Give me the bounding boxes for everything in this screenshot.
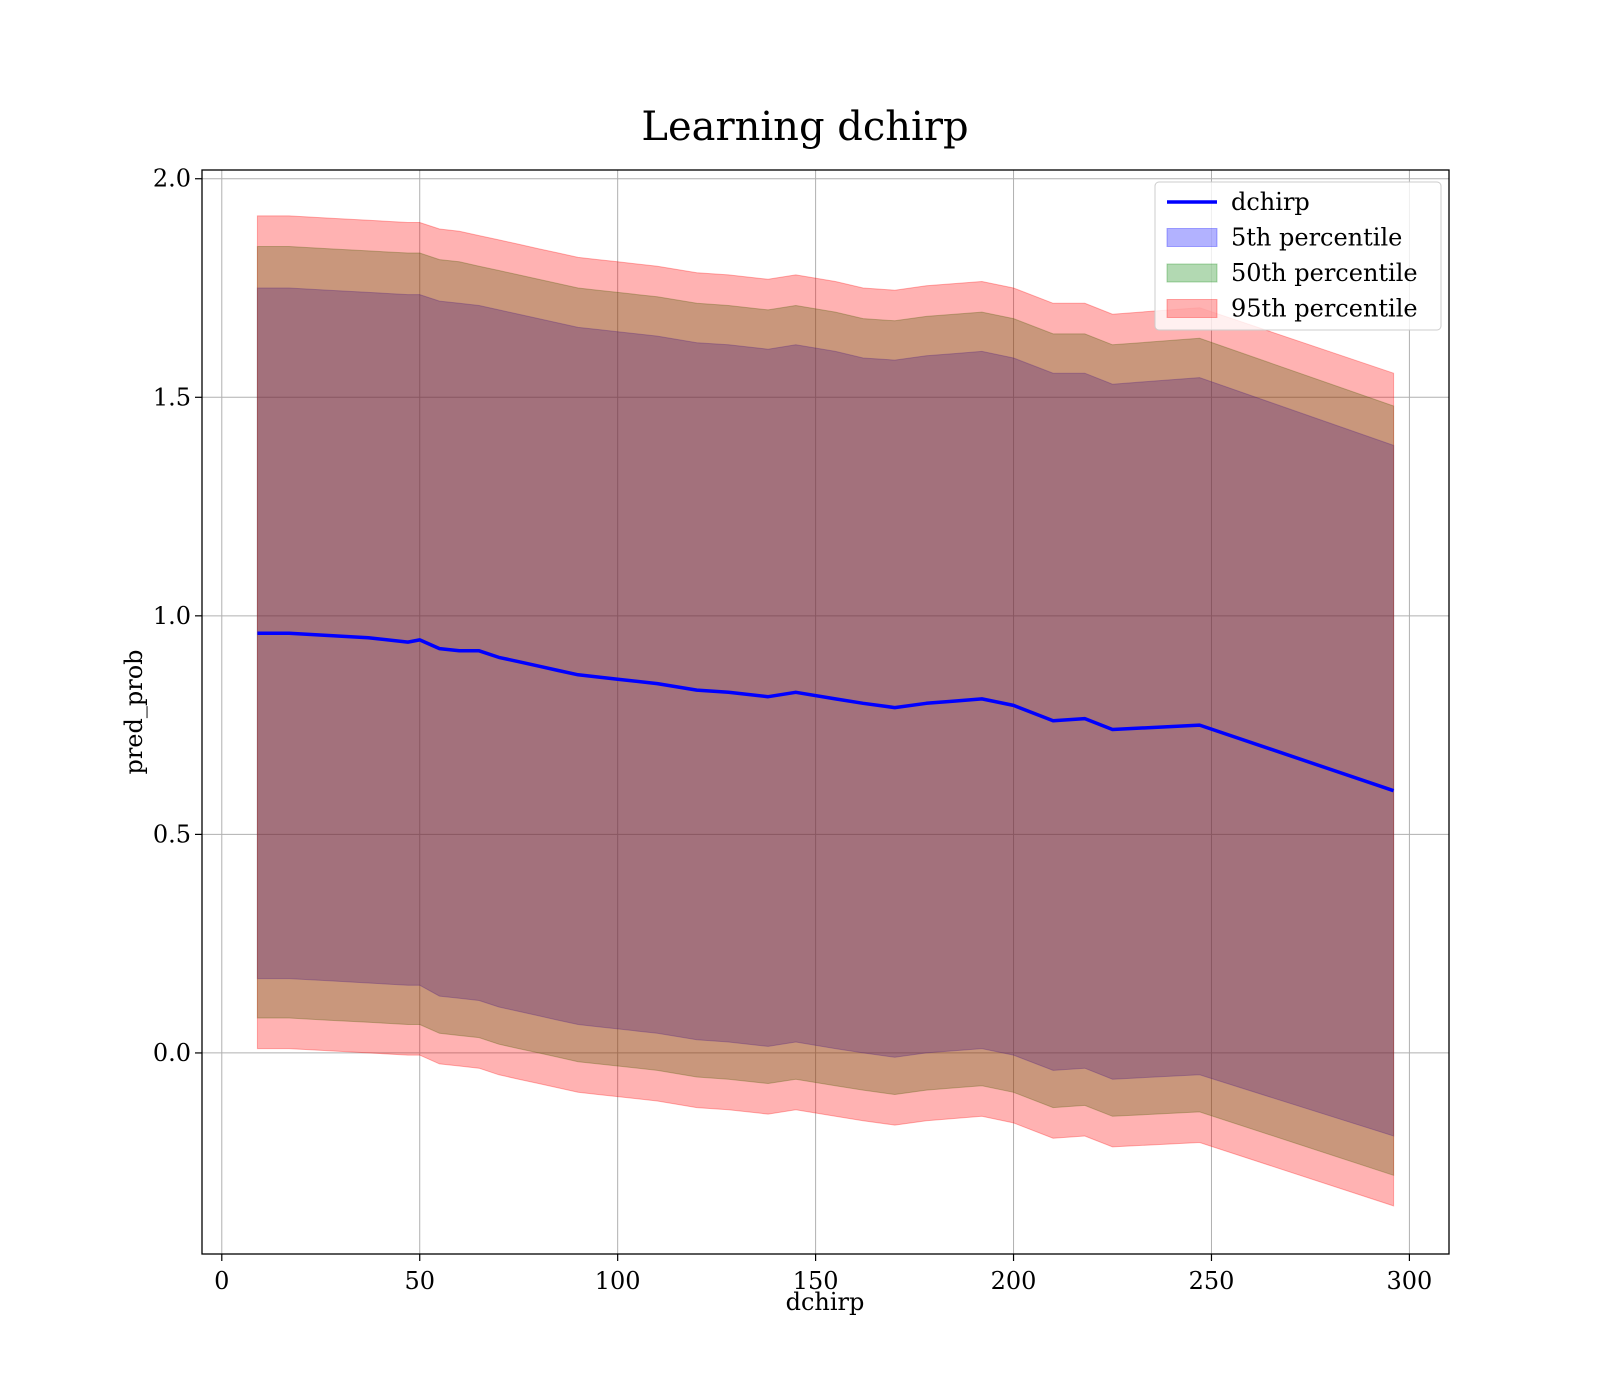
- band-5th-percentile: [256, 287, 1395, 1137]
- legend-box: [1154, 181, 1442, 331]
- legend-label-5th-percentile: 5th percentile: [1231, 224, 1402, 252]
- x-axis-ticks: 0 50 100 150 200 250 300: [214, 1254, 1432, 1295]
- x-tick-label: 300: [1387, 1267, 1433, 1295]
- y-tick-label: 1.0: [153, 602, 191, 630]
- y-tick-label: 1.5: [153, 383, 191, 411]
- x-axis-label: dchirp: [786, 1288, 865, 1316]
- series-lines: [257, 631, 1395, 793]
- x-tick-label: 250: [1189, 1267, 1235, 1295]
- y-tick-label: 0.5: [153, 820, 191, 848]
- x-tick-label: 150: [793, 1267, 839, 1295]
- x-tick-label: 200: [991, 1267, 1037, 1295]
- legend-label-50th-percentile: 50th percentile: [1231, 259, 1418, 287]
- y-axis-label: pred_prob: [120, 649, 148, 774]
- legend-swatch-5th-percentile: [1166, 228, 1218, 247]
- legend-swatch-95th-percentile: [1166, 299, 1218, 318]
- grid-lines: [202, 170, 1449, 1254]
- y-axis-ticks: 0.0 0.5 1.0 1.5 2.0: [153, 165, 202, 1067]
- y-tick-label: 0.0: [153, 1039, 191, 1067]
- legend-swatch-50th-percentile: [1166, 263, 1218, 283]
- band-95th-percentile: [256, 215, 1395, 1207]
- percentile-bands: [256, 215, 1395, 1207]
- legend-label-dchirp: dchirp: [1231, 188, 1310, 216]
- x-tick-label: 0: [214, 1267, 229, 1295]
- x-tick-label: 100: [595, 1267, 641, 1295]
- legend: dchirp 5th percentile 50th percentile 95th …: [1154, 181, 1442, 331]
- x-tick-label: 50: [404, 1267, 435, 1295]
- legend-label-95th-percentile: 95th percentile: [1231, 295, 1418, 323]
- band-50th-percentile: [256, 246, 1395, 1176]
- chart-title: Learning dchirp: [641, 104, 968, 150]
- y-tick-label: 2.0: [153, 165, 191, 193]
- series-line-dchirp: [257, 631, 1395, 793]
- plot-frame: [201, 169, 1450, 1255]
